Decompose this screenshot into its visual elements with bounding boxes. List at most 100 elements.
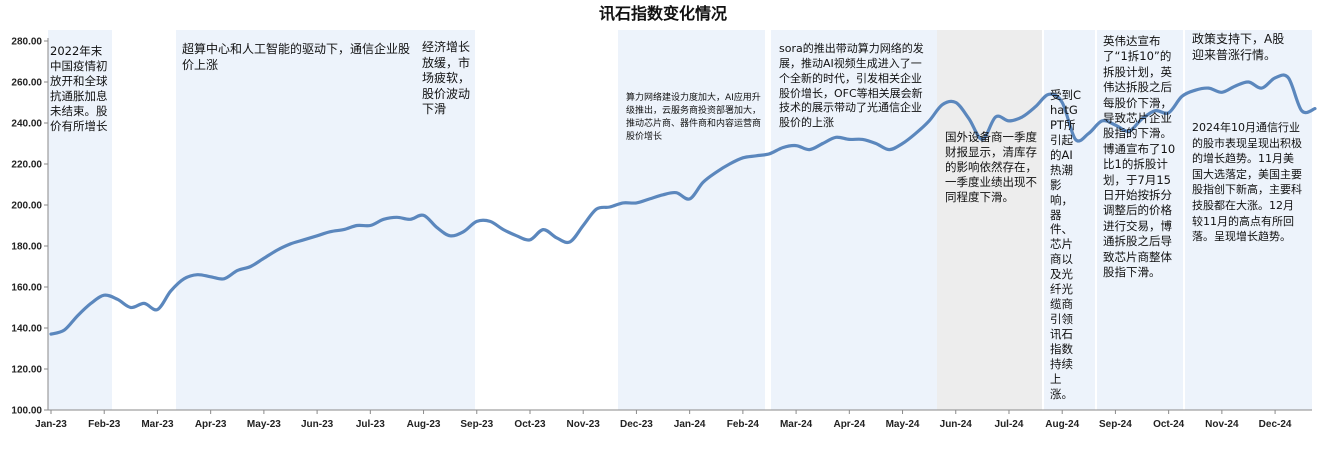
y-tick-label: 160.00 (11, 283, 42, 294)
data-point (169, 290, 172, 293)
data-point (542, 228, 545, 231)
y-tick-label: 100.00 (11, 406, 42, 417)
x-tick-label: Apr-24 (833, 419, 865, 430)
annotation-band-2 (176, 30, 416, 410)
x-tick-label: Oct-23 (514, 419, 546, 430)
data-point (395, 216, 398, 219)
data-point (449, 234, 452, 237)
data-point (515, 234, 518, 237)
data-point (276, 249, 279, 252)
x-tick-label: Jan-23 (35, 419, 67, 430)
data-point (568, 240, 571, 243)
data-point (1194, 89, 1197, 92)
annotation-band-3 (416, 30, 475, 410)
annotation-band-4 (618, 30, 765, 410)
chart-title: 讯石指数变化情况 (599, 4, 727, 23)
data-point (1034, 105, 1037, 108)
x-tick-label: Aug-23 (407, 419, 441, 430)
x-tick-label: Jul-23 (356, 419, 385, 430)
x-tick-label: Jul-24 (995, 419, 1024, 430)
data-point (316, 234, 319, 237)
data-point (1207, 87, 1210, 90)
y-tick-label: 280.00 (11, 37, 42, 48)
y-tick-label: 180.00 (11, 242, 42, 253)
data-point (781, 146, 784, 149)
annotation-q1-earnings: 国外设备商一季度财报显示，清库存的影响依然存在，一季度业绩出现不同程度下滑。 (945, 130, 1037, 204)
data-point (63, 329, 66, 332)
data-point (342, 228, 345, 231)
x-tick-label: Feb-23 (88, 419, 121, 430)
data-point (1247, 80, 1250, 83)
data-point (861, 138, 864, 141)
x-tick-label: Mar-23 (141, 419, 174, 430)
data-point (475, 220, 478, 223)
data-point (1021, 115, 1024, 118)
data-point (249, 265, 252, 268)
data-point (76, 314, 79, 317)
x-tick-label: Oct-24 (1153, 419, 1185, 430)
y-tick-label: 200.00 (11, 201, 42, 212)
data-point (1274, 76, 1277, 79)
data-point (143, 302, 146, 305)
data-point (994, 115, 997, 118)
x-tick-label: Nov-23 (567, 419, 601, 430)
data-point (489, 220, 492, 223)
annotation-sora: sora的推出带动算力网络的发展，推动AI视频生成进入了一个全新的时代，引发相关… (779, 42, 924, 130)
x-tick-label: Jan-24 (674, 419, 706, 430)
data-point (103, 294, 106, 297)
data-point (236, 269, 239, 272)
data-point (608, 205, 611, 208)
data-point (1234, 85, 1237, 88)
data-point (329, 230, 332, 233)
data-point (901, 142, 904, 145)
data-point (116, 298, 119, 301)
data-point (1287, 76, 1290, 79)
x-tick-label: Sep-23 (460, 419, 493, 430)
data-point (289, 242, 292, 245)
data-point (635, 201, 638, 204)
data-point (715, 171, 718, 174)
series-line-0 (49, 73, 1317, 336)
data-point (1300, 109, 1303, 112)
data-point (914, 132, 917, 135)
annotation-policy-support: 政策支持下，A股迎来普涨行情。 (1192, 32, 1285, 62)
data-point (834, 136, 837, 139)
annotation-band-9 (1185, 30, 1312, 410)
data-point (795, 144, 798, 147)
data-point (183, 277, 186, 280)
data-point (129, 306, 132, 309)
x-tick-label: Aug-24 (1045, 419, 1079, 430)
y-tick-label: 120.00 (11, 365, 42, 376)
data-point (369, 224, 372, 227)
data-point (382, 218, 385, 221)
data-point (701, 181, 704, 184)
data-point (209, 275, 212, 278)
data-point (49, 333, 52, 336)
data-point (409, 218, 412, 221)
x-tick-label: Dec-24 (1259, 419, 1292, 430)
x-tick-label: Dec-23 (620, 419, 653, 430)
data-point (888, 148, 891, 151)
data-point (528, 238, 531, 241)
annotation-band-1 (48, 30, 112, 410)
data-point (196, 273, 199, 276)
data-point (422, 214, 425, 217)
data-point (595, 208, 598, 211)
data-point (156, 308, 159, 311)
data-point (808, 148, 811, 151)
y-tick-label: 260.00 (11, 78, 42, 89)
x-tick-label: Sep-24 (1099, 419, 1132, 430)
data-point (355, 224, 358, 227)
data-point (941, 103, 944, 106)
data-point (1313, 107, 1316, 110)
x-tick-label: Nov-24 (1205, 419, 1239, 430)
data-point (1220, 91, 1223, 94)
data-point (1180, 95, 1183, 98)
data-point (755, 154, 758, 157)
data-point (1260, 87, 1263, 90)
y-tick-label: 140.00 (11, 324, 42, 335)
x-tick-label: Jun-23 (301, 419, 334, 430)
annotation-stock-split: 英伟达宣布了“1拆10”的拆股计划，英伟达拆股之后每股价下滑，导致芯片企业股指的… (1103, 34, 1176, 280)
data-point (582, 224, 585, 227)
